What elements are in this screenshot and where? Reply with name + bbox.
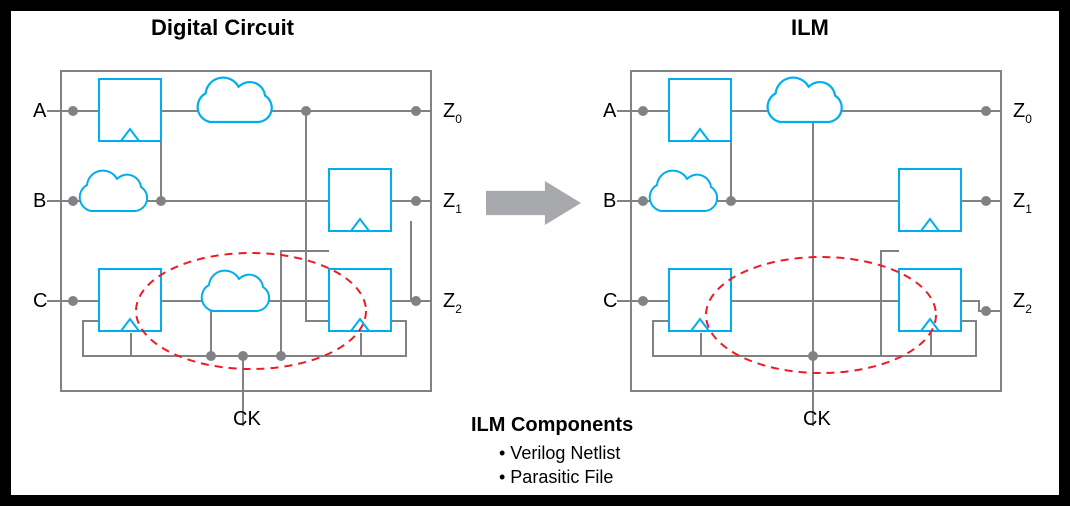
input-label-A: A (33, 100, 47, 122)
register-cell (329, 169, 391, 231)
cloud-icon (198, 78, 272, 122)
input-label-B: B (603, 190, 616, 212)
cloud-icon (80, 171, 147, 211)
wire (961, 301, 1001, 311)
junction-dot (68, 296, 78, 306)
wire (306, 111, 329, 321)
junction-dot (638, 296, 648, 306)
output-label-Z0: Z0 (443, 100, 462, 126)
input-label-B: B (33, 190, 46, 212)
output-label-Z2: Z2 (443, 290, 462, 316)
junction-dot (411, 296, 421, 306)
junction-dot (411, 196, 421, 206)
junction-dot (638, 196, 648, 206)
input-label-C: C (603, 290, 617, 312)
junction-dot (981, 306, 991, 316)
junction-dot (981, 196, 991, 206)
register-cell (899, 169, 961, 231)
junction-dot (276, 351, 286, 361)
junction-dot (981, 106, 991, 116)
right-title: ILM (791, 15, 829, 40)
junction-dot (411, 106, 421, 116)
right-ck-label: CK (803, 408, 831, 430)
cloud-icon (650, 171, 717, 211)
junction-dot (238, 351, 248, 361)
page: { "viewbox":{"w":1048,"h":484}, "titles"… (0, 0, 1070, 506)
input-label-A: A (603, 100, 617, 122)
input-label-C: C (33, 290, 47, 312)
components-bullet-1: • Verilog Netlist (499, 443, 620, 463)
cloud-icon (768, 78, 842, 122)
junction-dot (156, 196, 166, 206)
output-label-Z1: Z1 (443, 190, 462, 216)
wire (391, 221, 411, 301)
cloud-icon (202, 271, 269, 311)
junction-dot (808, 351, 818, 361)
junction-dot (68, 196, 78, 206)
junction-dot (206, 351, 216, 361)
register-cell (99, 79, 161, 141)
register-cell (99, 269, 161, 331)
left-title: Digital Circuit (151, 15, 295, 40)
junction-dot (638, 106, 648, 116)
components-bullet-2: • Parasitic File (499, 467, 613, 487)
register-cell (669, 79, 731, 141)
output-label-Z2: Z2 (1013, 290, 1032, 316)
diagram-svg: Digital Circuit ILM A B C Z0 Z1 Z2 CK A B C Z0 Z1 Z2 CK… (11, 11, 1059, 495)
components-header: ILM Components (471, 414, 633, 436)
left-ck-label: CK (233, 408, 261, 430)
junction-dot (726, 196, 736, 206)
canvas: { "viewbox":{"w":1048,"h":484}, "titles"… (8, 8, 1062, 498)
register-cell (669, 269, 731, 331)
arrow-icon (486, 181, 581, 225)
junction-dot (301, 106, 311, 116)
junction-dot (68, 106, 78, 116)
output-label-Z1: Z1 (1013, 190, 1032, 216)
output-label-Z0: Z0 (1013, 100, 1032, 126)
register-cell (329, 269, 391, 331)
